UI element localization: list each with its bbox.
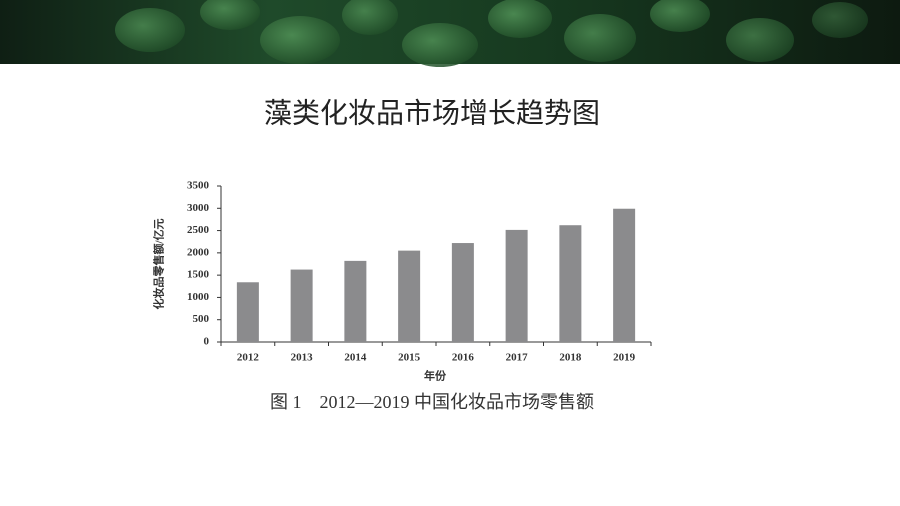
bar: [290, 269, 313, 342]
bar: [505, 229, 528, 342]
y-tick-label: 1500: [187, 269, 210, 281]
y-tick-label: 2000: [187, 246, 210, 258]
y-tick-label: 0: [204, 336, 210, 348]
bar: [236, 282, 259, 342]
y-tick-label: 2500: [187, 224, 210, 236]
bar: [398, 250, 421, 342]
y-tick-label: 500: [193, 313, 210, 325]
x-axis-label: 年份: [424, 369, 447, 383]
x-tick-label: 2015: [398, 352, 421, 364]
chart-caption: 图 1 2012—2019 中国化妆品市场零售额: [270, 392, 594, 412]
bar: [451, 243, 474, 342]
y-tick-label: 3000: [187, 202, 210, 214]
bar: [344, 260, 367, 342]
bar: [613, 208, 636, 342]
x-tick-label: 2017: [506, 352, 529, 364]
x-tick-label: 2016: [452, 352, 475, 364]
bar: [559, 225, 582, 342]
x-tick-label: 2012: [237, 352, 260, 364]
x-tick-label: 2018: [559, 352, 582, 364]
x-tick-label: 2014: [344, 352, 367, 364]
y-tick-label: 1000: [187, 291, 210, 303]
y-tick-label: 3500: [187, 180, 210, 192]
x-tick-label: 2019: [613, 352, 636, 364]
x-tick-label: 2013: [291, 352, 314, 364]
banner: [0, 0, 900, 67]
y-axis-label: 化妆品零售额/亿元: [152, 218, 166, 309]
slide-title: 藻类化妆品市场增长趋势图: [264, 97, 600, 128]
